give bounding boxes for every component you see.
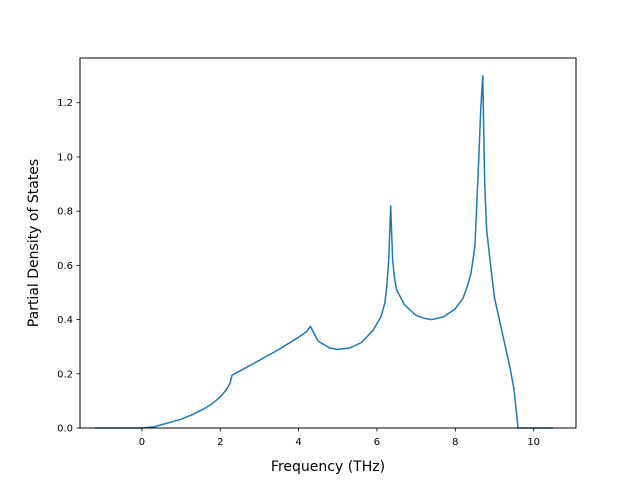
x-tick-label: 4 bbox=[295, 437, 301, 448]
x-axis-ticks: 0 2 4 6 8 10 bbox=[139, 428, 540, 448]
series-line-0 bbox=[94, 74, 554, 429]
x-tick-label: 0 bbox=[139, 437, 145, 448]
y-tick-label: 0.8 bbox=[57, 207, 73, 218]
y-tick-label: 0.6 bbox=[57, 261, 73, 272]
y-tick-label: 1.0 bbox=[57, 152, 73, 163]
axes-frame bbox=[79, 57, 577, 429]
y-tick-label: 0.2 bbox=[57, 369, 73, 380]
x-tick-label: 2 bbox=[217, 437, 223, 448]
y-axis-label: Partial Density of States bbox=[26, 159, 42, 327]
y-tick-label: 0.4 bbox=[57, 315, 73, 326]
x-tick-label: 6 bbox=[374, 437, 380, 448]
y-axis-ticks: 0.0 0.2 0.4 0.6 0.8 1.0 1.2 bbox=[57, 98, 80, 435]
x-axis-label: Frequency (THz) bbox=[271, 459, 385, 475]
y-tick-label: 1.2 bbox=[57, 98, 73, 109]
plot-area bbox=[94, 74, 554, 429]
x-tick-label: 8 bbox=[452, 437, 458, 448]
y-tick-label: 0.0 bbox=[57, 424, 73, 435]
x-tick-label: 10 bbox=[527, 437, 540, 448]
